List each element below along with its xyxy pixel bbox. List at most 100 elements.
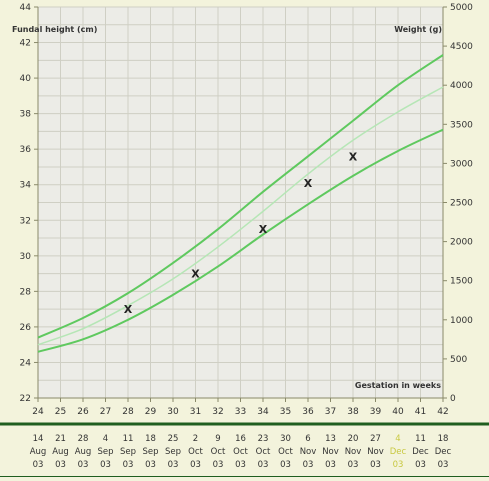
y-tick-label: 32 xyxy=(20,216,31,226)
date-year: 03 xyxy=(370,460,381,470)
date-year: 03 xyxy=(325,460,336,470)
x-tick-label: 26 xyxy=(77,407,89,417)
date-year: 03 xyxy=(190,460,201,470)
date-year: 03 xyxy=(123,460,134,470)
x-tick-label: 28 xyxy=(122,407,134,417)
date-month: Sep xyxy=(120,447,136,457)
x-tick-label: 39 xyxy=(370,407,382,417)
date-day: 13 xyxy=(325,434,336,444)
date-month: Nov xyxy=(345,447,362,457)
date-day: 4 xyxy=(103,434,108,444)
date-month: Dec xyxy=(390,447,407,457)
date-day: 23 xyxy=(258,434,269,444)
x-tick-label: 33 xyxy=(235,407,246,417)
x-tick-label: 41 xyxy=(415,407,426,417)
date-year: 03 xyxy=(55,460,66,470)
x-tick-label: 29 xyxy=(145,407,157,417)
left-axis-label: Fundal height (cm) xyxy=(12,25,97,34)
y2-tick-label: 1000 xyxy=(450,316,473,326)
x-tick-label: 31 xyxy=(190,407,201,417)
date-year: 03 xyxy=(438,460,449,470)
y-tick-label: 24 xyxy=(20,358,32,368)
y2-tick-label: 2500 xyxy=(450,199,473,209)
date-day: 21 xyxy=(55,434,66,444)
date-month: Aug xyxy=(52,447,69,457)
y2-tick-label: 0 xyxy=(450,394,456,404)
y-tick-label: 22 xyxy=(20,394,31,404)
date-month: Dec xyxy=(435,447,452,457)
date-year: 03 xyxy=(303,460,314,470)
y2-tick-label: 500 xyxy=(450,355,467,365)
y2-tick-label: 2000 xyxy=(450,238,473,248)
x-tick-label: 24 xyxy=(32,407,44,417)
x-tick-label: 25 xyxy=(55,407,66,417)
date-year: 03 xyxy=(33,460,44,470)
x-tick-label: 37 xyxy=(325,407,336,417)
y2-tick-label: 3500 xyxy=(450,120,473,130)
y-tick-label: 38 xyxy=(20,110,32,120)
y-tick-label: 26 xyxy=(20,323,32,333)
date-day: 9 xyxy=(215,434,220,444)
date-day: 20 xyxy=(348,434,359,444)
y2-tick-label: 4000 xyxy=(450,81,473,91)
y-tick-label: 28 xyxy=(20,287,32,297)
x-tick-label: 32 xyxy=(212,407,223,417)
x-tick-label: 36 xyxy=(302,407,314,417)
measurement-point: X xyxy=(124,303,133,316)
date-year: 03 xyxy=(213,460,224,470)
x-tick-label: 35 xyxy=(280,407,291,417)
date-year: 03 xyxy=(168,460,179,470)
date-day: 28 xyxy=(78,434,89,444)
date-month: Sep xyxy=(165,447,181,457)
x-tick-label: 30 xyxy=(167,407,179,417)
y2-tick-label: 3000 xyxy=(450,159,473,169)
series-line-upper xyxy=(37,54,444,339)
x-tick-label: 27 xyxy=(100,407,111,417)
date-month: Aug xyxy=(75,447,92,457)
date-year: 03 xyxy=(145,460,156,470)
date-month: Oct xyxy=(188,447,203,457)
date-month: Nov xyxy=(367,447,384,457)
date-month: Oct xyxy=(211,447,226,457)
y-tick-label: 42 xyxy=(20,39,31,49)
date-year: 03 xyxy=(235,460,246,470)
x-tick-label: 42 xyxy=(437,407,448,417)
y2-tick-label: 1500 xyxy=(450,277,473,287)
date-year: 03 xyxy=(415,460,426,470)
date-year: 03 xyxy=(280,460,291,470)
date-year: 03 xyxy=(78,460,89,470)
date-day: 18 xyxy=(145,434,156,444)
date-year: 03 xyxy=(100,460,111,470)
date-day: 18 xyxy=(438,434,449,444)
x-tick-label: 38 xyxy=(347,407,359,417)
y-tick-label: 34 xyxy=(20,181,32,191)
date-day: 11 xyxy=(415,434,426,444)
date-month: Sep xyxy=(97,447,113,457)
y2-tick-label: 4500 xyxy=(450,42,473,52)
y-tick-label: 44 xyxy=(20,3,32,13)
x-tick-label: 40 xyxy=(392,407,404,417)
date-month: Nov xyxy=(300,447,317,457)
date-month: Oct xyxy=(256,447,271,457)
date-day: 4 xyxy=(395,434,400,444)
date-day: 11 xyxy=(123,434,134,444)
series-line-middle xyxy=(37,86,444,346)
date-day: 6 xyxy=(305,434,310,444)
date-day: 14 xyxy=(33,434,44,444)
date-year: 03 xyxy=(393,460,404,470)
x-tick-label: 34 xyxy=(257,407,269,417)
x-axis-label: Gestation in weeks xyxy=(355,381,441,390)
y2-tick-label: 5000 xyxy=(450,3,473,13)
date-month: Aug xyxy=(30,447,47,457)
date-day: 27 xyxy=(370,434,381,444)
date-day: 25 xyxy=(168,434,179,444)
date-day: 16 xyxy=(235,434,246,444)
date-day: 2 xyxy=(193,434,198,444)
y-tick-label: 36 xyxy=(20,145,32,155)
date-month: Sep xyxy=(142,447,158,457)
right-axis-label: Weight (g) xyxy=(394,25,442,34)
y-tick-label: 40 xyxy=(20,74,32,84)
date-month: Oct xyxy=(233,447,248,457)
